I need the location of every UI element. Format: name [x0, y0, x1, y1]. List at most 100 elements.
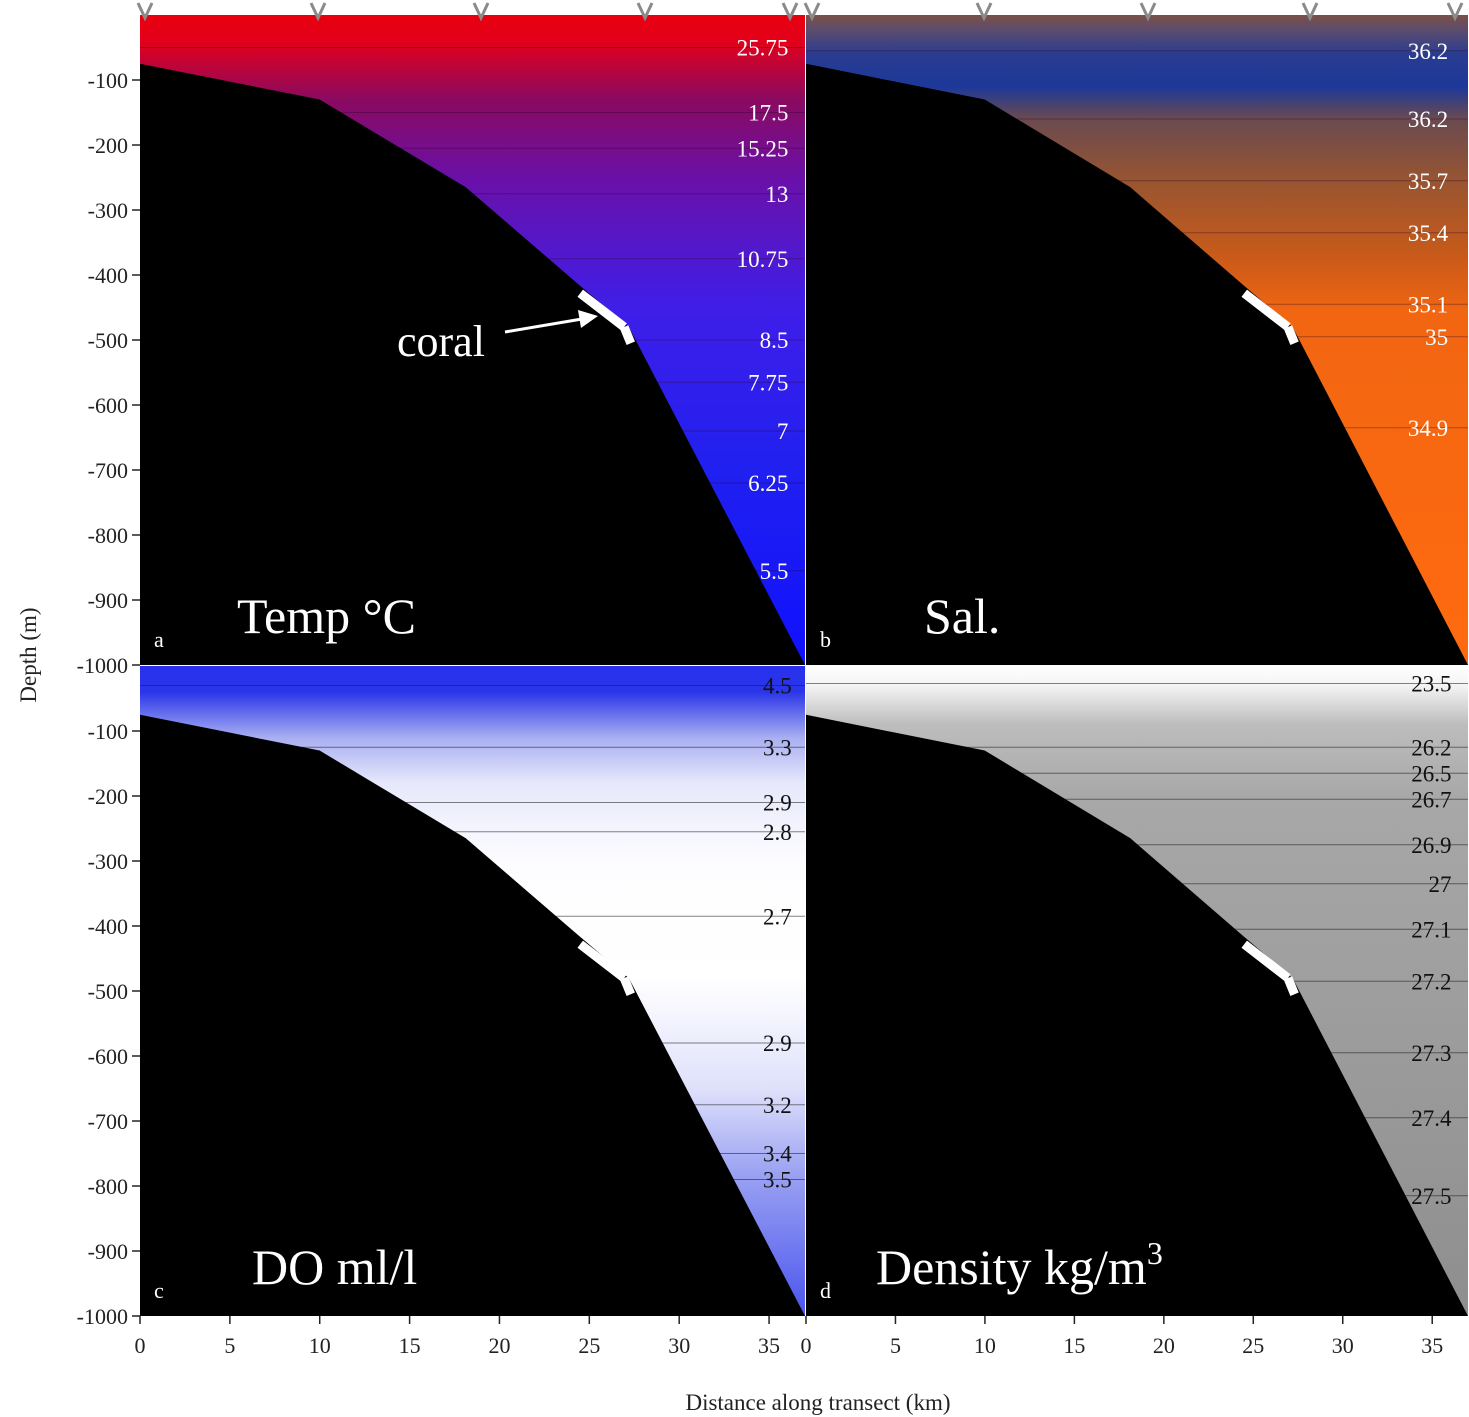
y-tick-label: -400 — [88, 914, 128, 939]
panel-a-seafloor — [140, 63, 805, 666]
panel-b: 36.2 36.2 35.7 35.4 35.1 35 34.9 b Sal. — [806, 15, 1468, 666]
panel-b-contour-label: 35.7 — [1408, 169, 1448, 194]
panel-c-contour-label: 2.9 — [763, 791, 792, 816]
panel-d-letter: d — [820, 1278, 831, 1303]
panel-a-contour-label: 6.25 — [748, 471, 788, 496]
panel-d-contour-label: 27.3 — [1411, 1041, 1451, 1066]
panel-c-contour-label: 3.2 — [763, 1093, 792, 1118]
panel-c-letter: c — [154, 1278, 164, 1303]
panel-d-title: Density kg/m3 — [876, 1235, 1163, 1295]
x-tick-label: 35 — [758, 1333, 780, 1358]
panel-a-title: Temp °C — [237, 588, 416, 644]
panel-b-letter: b — [820, 627, 831, 652]
panel-a-contour-label: 17.5 — [748, 101, 788, 126]
y-tick-label: -700 — [88, 458, 128, 483]
x-tick-label: 15 — [1063, 1333, 1085, 1358]
station-marker — [975, 2, 993, 22]
panel-a-contour-label: 15.25 — [737, 136, 789, 161]
panel-b-contour-label: 35.4 — [1408, 221, 1449, 246]
panel-b-contour-label: 35 — [1425, 325, 1448, 350]
coral-annotation: coral — [397, 310, 598, 366]
x-tick-label: 5 — [890, 1333, 901, 1358]
panel-d-contour-label: 27 — [1428, 872, 1451, 897]
panel-d-contour-label: 23.5 — [1411, 672, 1451, 697]
y-tick-label: -1000 — [77, 653, 128, 678]
station-marker — [1301, 2, 1319, 22]
panel-a-contour-label: 5.5 — [760, 559, 789, 584]
panel-b-seafloor — [806, 63, 1468, 666]
coral-annotation-arrowhead — [578, 310, 598, 328]
y-tick-label: -700 — [88, 1109, 128, 1134]
station-marker — [1446, 2, 1464, 22]
y-tick-label: -300 — [88, 849, 128, 874]
station-marker — [472, 2, 490, 22]
x-tick-label: 15 — [399, 1333, 421, 1358]
y-tick-label: -600 — [88, 1044, 128, 1069]
panel-a-contour-label: 7 — [777, 419, 789, 444]
panel-c-contour-label: 3.3 — [763, 735, 792, 760]
panel-b-coral-marker — [1241, 289, 1291, 331]
x-tick-label: 20 — [1153, 1333, 1175, 1358]
panel-d-contour-label: 27.5 — [1411, 1184, 1451, 1209]
panels: 25.75 17.5 15.25 13 10.75 8.5 7.75 7 6.25 5.5 a Tem… — [140, 15, 1468, 1316]
panel-d-contour-label: 26.9 — [1411, 833, 1451, 858]
x-tick-label: 25 — [1242, 1333, 1264, 1358]
panel-a-contour-label: 8.5 — [760, 328, 789, 353]
panel-a-contour-label: 13 — [765, 182, 788, 207]
panel-d-coral-marker — [1241, 940, 1291, 982]
y-axis-label: Depth (m) — [16, 607, 41, 702]
panel-d-contour-label: 26.5 — [1411, 761, 1451, 786]
y-tick-label: -300 — [88, 198, 128, 223]
panel-c-coral-marker-tip — [619, 976, 635, 996]
y-tick-label: -1000 — [77, 1304, 128, 1329]
x-tick-label: 10 — [309, 1333, 331, 1358]
station-marker — [1139, 2, 1157, 22]
panel-a-letter: a — [154, 627, 164, 652]
y-tick-label: -200 — [88, 133, 128, 158]
panel-c-contour-label: 2.9 — [763, 1031, 792, 1056]
panel-d-coral-marker-tip — [1283, 976, 1299, 996]
panel-d-contour-label: 27.4 — [1411, 1106, 1452, 1131]
y-tick-label: -100 — [88, 68, 128, 93]
panel-c-contour-label: 4.5 — [763, 674, 792, 699]
panel-d-contour-label: 27.2 — [1411, 969, 1451, 994]
y-tick-label: -200 — [88, 784, 128, 809]
y-tick-label: -600 — [88, 393, 128, 418]
panel-c-contour-label: 2.7 — [763, 904, 792, 929]
coral-annotation-label: coral — [397, 317, 485, 366]
x-axis-ticks: 0 5 10 15 20 25 30 35 0 5 10 15 20 25 30 35 — [135, 1316, 1443, 1358]
panel-a: 25.75 17.5 15.25 13 10.75 8.5 7.75 7 6.25 5.5 a Tem… — [140, 15, 805, 666]
x-tick-label: 30 — [1332, 1333, 1354, 1358]
y-tick-label: -900 — [88, 1239, 128, 1264]
x-tick-label: 5 — [224, 1333, 235, 1358]
panel-c: 4.5 3.3 2.9 2.8 2.7 2.9 3.2 3.43.5 c DO ml/l — [140, 666, 805, 1316]
x-tick-label: 0 — [135, 1333, 146, 1358]
y-tick-label: -900 — [88, 588, 128, 613]
panel-a-contour-label: 10.75 — [737, 247, 789, 272]
panel-a-contour-label: 25.75 — [737, 36, 789, 61]
x-tick-label: 20 — [488, 1333, 510, 1358]
x-tick-label: 30 — [668, 1333, 690, 1358]
y-tick-label: -500 — [88, 979, 128, 1004]
y-tick-label: -100 — [88, 719, 128, 744]
panel-a-coral-marker-tip — [619, 325, 635, 345]
station-marker — [309, 2, 327, 22]
panel-b-title: Sal. — [924, 588, 1000, 644]
panel-b-contour-label: 36.2 — [1408, 39, 1448, 64]
panel-d-seafloor — [806, 714, 1468, 1316]
coral-annotation-arrow — [504, 317, 583, 334]
x-tick-label: 25 — [578, 1333, 600, 1358]
panel-b-contour-label: 35.1 — [1408, 292, 1448, 317]
panel-d-contour-label: 26.2 — [1411, 735, 1451, 760]
y-tick-label: -800 — [88, 523, 128, 548]
panel-c-contour-label: 3.5 — [763, 1168, 792, 1193]
panel-c-coral-marker — [577, 940, 627, 982]
panel-d-contour-label: 27.1 — [1411, 917, 1451, 942]
station-marker — [136, 2, 154, 22]
x-tick-label: 35 — [1421, 1333, 1443, 1358]
station-marker — [636, 2, 654, 22]
panel-c-contour-label: 3.4 — [763, 1142, 792, 1167]
panel-b-coral-marker-tip — [1283, 325, 1299, 345]
x-tick-label: 0 — [801, 1333, 812, 1358]
